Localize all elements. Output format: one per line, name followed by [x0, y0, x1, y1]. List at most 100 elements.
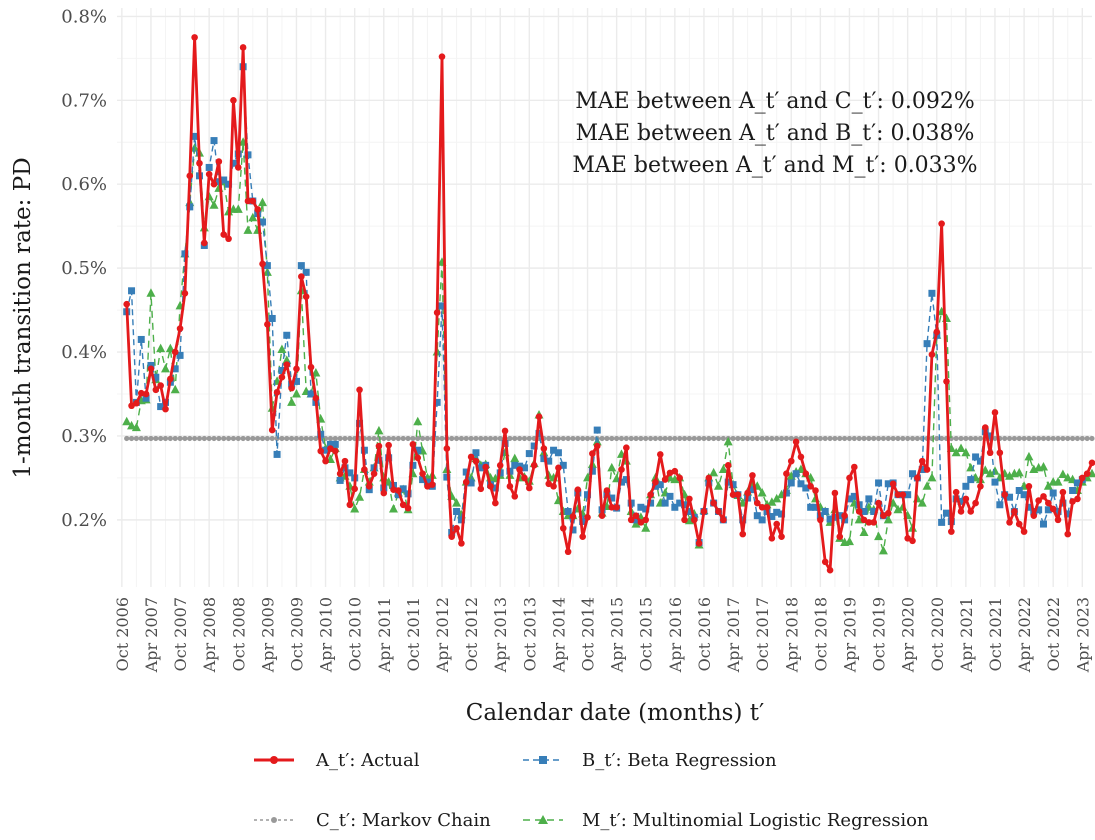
data-point-A — [264, 321, 271, 328]
data-point-M — [757, 488, 767, 497]
data-point-A — [787, 457, 795, 465]
data-point-B — [976, 457, 984, 465]
mae-annotation-a-m: MAE between A_t′ and M_t′: 0.033% — [572, 153, 977, 178]
data-point-B — [462, 468, 470, 476]
data-point-C — [730, 435, 736, 442]
data-point-A — [307, 363, 315, 371]
data-point-A — [661, 476, 669, 483]
data-point-C — [963, 435, 969, 442]
data-point-A — [317, 447, 325, 455]
data-point-A — [409, 441, 417, 448]
data-point-B — [748, 486, 756, 494]
data-point-A — [293, 365, 300, 373]
data-point-C — [696, 435, 702, 442]
data-point-C — [895, 435, 901, 442]
data-point-A — [506, 483, 514, 490]
data-point-C — [880, 435, 887, 442]
data-point-A — [157, 382, 164, 389]
data-point-C — [1036, 435, 1042, 442]
data-point-M — [146, 288, 156, 297]
data-point-B — [535, 429, 543, 437]
data-point-A — [205, 170, 213, 178]
data-point-B — [191, 132, 199, 140]
data-point-B — [511, 461, 519, 469]
data-point-A — [763, 503, 771, 511]
legend-item-actual: A_t′: Actual — [254, 750, 420, 771]
data-point-B — [593, 426, 601, 434]
data-point-C — [225, 435, 232, 442]
data-point-M — [684, 515, 694, 525]
data-point-C — [808, 435, 814, 442]
data-point-A — [171, 348, 179, 356]
data-point-M — [1005, 471, 1015, 480]
data-point-C — [1040, 435, 1047, 442]
data-point-B — [739, 516, 747, 524]
data-point-B — [1015, 487, 1023, 494]
data-point-A — [137, 389, 145, 397]
data-point-B — [579, 518, 587, 526]
data-point-C — [832, 435, 838, 442]
data-point-B — [996, 501, 1004, 509]
data-point-B — [317, 430, 325, 438]
data-point-A — [482, 463, 489, 471]
data-point-C — [487, 435, 494, 442]
data-point-C — [614, 435, 620, 442]
data-point-B — [477, 464, 485, 472]
data-point-M — [1053, 477, 1063, 486]
data-point-C — [1060, 435, 1066, 442]
data-point-B — [870, 507, 878, 515]
data-point-A — [239, 44, 247, 51]
data-point-C — [206, 435, 212, 442]
data-point-A — [889, 480, 897, 488]
data-point-A — [783, 470, 790, 478]
data-point-A — [458, 540, 465, 547]
data-point-C — [284, 435, 290, 442]
data-point-C — [182, 435, 188, 442]
data-point-B — [283, 331, 291, 339]
data-point-C — [1074, 435, 1081, 442]
data-point-A — [690, 516, 698, 524]
data-point-M — [1038, 462, 1048, 471]
data-point-C — [798, 435, 804, 442]
data-point-A — [390, 486, 397, 493]
data-point-A — [487, 483, 494, 490]
data-point-A — [249, 197, 257, 205]
data-point-A — [210, 180, 218, 188]
data-point-B — [520, 464, 528, 472]
mae-annotations: MAE between A_t′ and C_t′: 0.092% MAE be… — [572, 89, 977, 178]
data-point-A — [613, 503, 620, 511]
data-point-C — [216, 435, 222, 442]
data-point-C — [526, 435, 532, 442]
data-point-M — [1043, 481, 1053, 490]
data-point-A — [443, 445, 451, 452]
data-point-B — [205, 163, 213, 171]
data-point-A — [162, 405, 169, 413]
data-point-A — [715, 508, 722, 515]
data-point-B — [263, 262, 271, 270]
data-point-A — [341, 457, 349, 465]
data-point-C — [871, 435, 877, 442]
data-point-B — [564, 507, 572, 515]
data-point-C — [410, 435, 416, 442]
data-point-B — [302, 268, 310, 276]
data-point-A — [724, 462, 732, 469]
y-tick-label: 0.3% — [61, 426, 107, 447]
data-point-A — [472, 457, 480, 465]
data-point-C — [415, 435, 421, 442]
data-point-B — [768, 513, 776, 521]
data-point-A — [918, 457, 926, 465]
data-point-B — [637, 503, 645, 511]
x-tick-label: Apr 2009 — [258, 597, 277, 673]
data-point-B — [307, 390, 315, 398]
data-point-B — [423, 478, 431, 486]
data-point-C — [570, 435, 576, 442]
data-point-B — [142, 394, 150, 402]
data-point-A — [564, 548, 572, 556]
data-point-B — [632, 516, 640, 524]
data-point-B — [336, 476, 344, 484]
data-point-B — [569, 526, 577, 534]
data-point-A — [574, 486, 582, 493]
data-point-A — [477, 485, 485, 493]
x-tick-label: Oct 2015 — [637, 597, 656, 671]
